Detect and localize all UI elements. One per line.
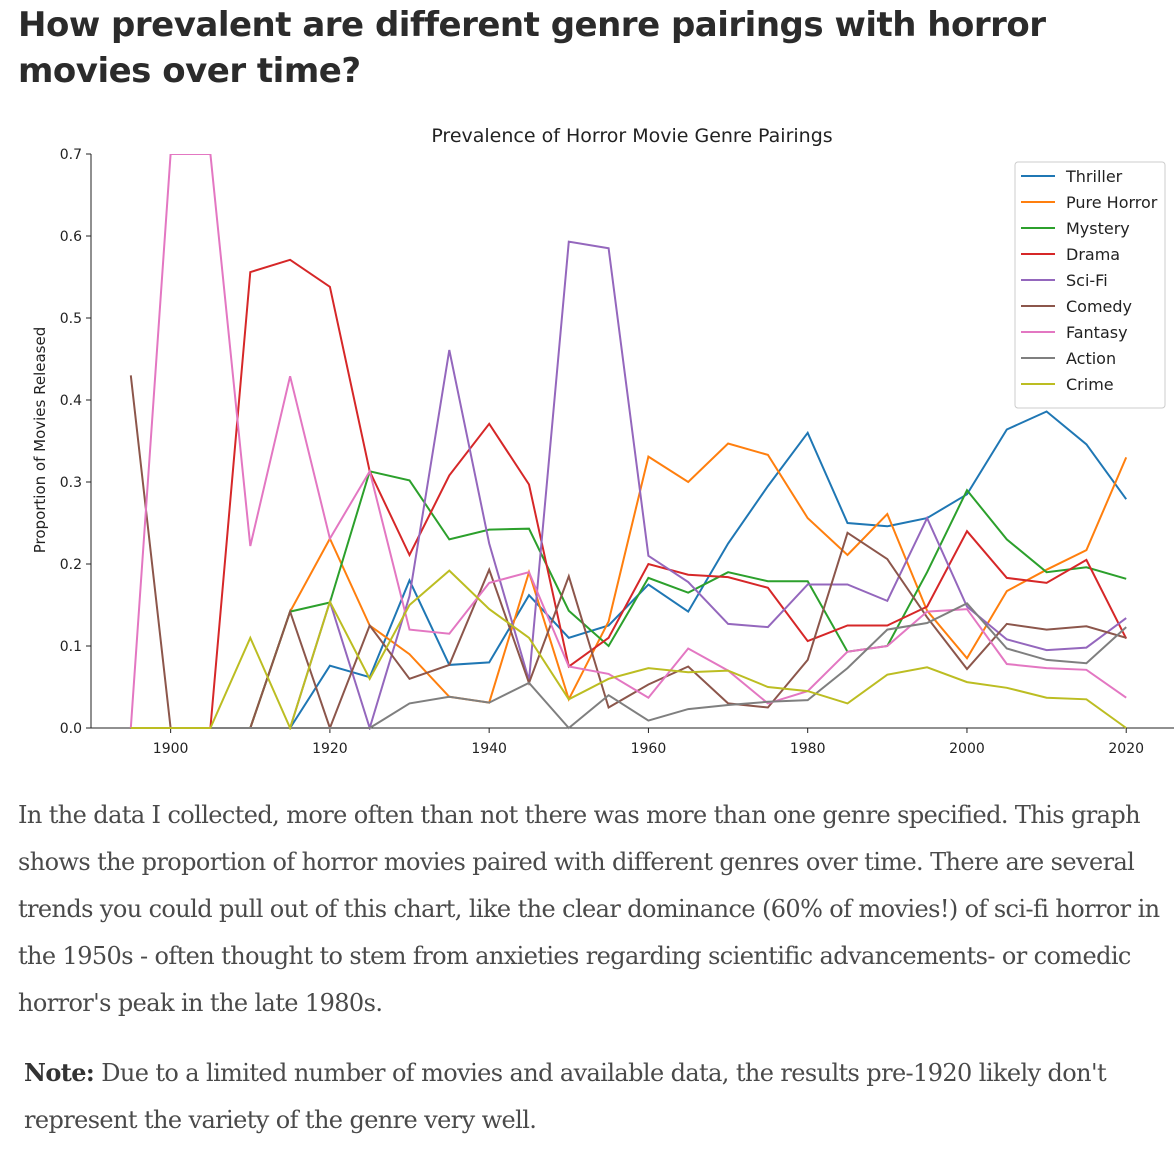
series-line-thriller	[130, 410, 1128, 729]
series-line-drama	[130, 258, 1128, 729]
x-tick-label: 1940	[471, 741, 507, 757]
line-chart: Prevalence of Horror Movie Genre Pairing…	[31, 125, 1174, 757]
legend-label-mystery: Mystery	[1066, 219, 1130, 238]
axes: 0.0 0.1 0.2 0.3 0.4 0.5 0.6 0.7 1900 1920 1940 1960…	[60, 147, 1174, 757]
note-label: Note:	[24, 1058, 95, 1087]
x-tick-label: 1980	[790, 741, 826, 757]
y-tick-label: 0.0	[60, 721, 82, 737]
series-lines	[129, 154, 1128, 730]
chart-title: Prevalence of Horror Movie Genre Pairing…	[431, 125, 832, 147]
series-line-sci-fi	[130, 240, 1127, 730]
x-tick-label: 1960	[631, 741, 667, 757]
series-line-comedy	[129, 375, 1127, 730]
legend-label-crime: Crime	[1066, 375, 1114, 394]
legend-label-sci-fi: Sci-Fi	[1066, 271, 1108, 290]
x-tick-label: 1900	[153, 741, 189, 757]
legend-box	[1014, 161, 1166, 409]
description-paragraph: In the data I collected, more often than…	[18, 801, 1160, 1017]
legend-label-thriller: Thriller	[1065, 167, 1123, 186]
legend-label-fantasy: Fantasy	[1066, 323, 1128, 342]
series-line-fantasy	[129, 154, 1127, 729]
legend-label-pure-horror: Pure Horror	[1066, 193, 1158, 212]
series-line-pure-horror	[130, 442, 1128, 729]
y-tick-label: 0.7	[60, 147, 82, 163]
y-axis-label: Proportion of Movies Released	[31, 327, 49, 554]
series-line-crime	[130, 569, 1127, 730]
legend: Thriller Pure Horror Mystery Drama Sci-Fi Com…	[1014, 161, 1166, 409]
series-line-mystery	[130, 470, 1127, 729]
note-text: Due to a limited number of movies and av…	[24, 1059, 1107, 1134]
page-title: How prevalent are different genre pairin…	[18, 5, 1046, 91]
legend-label-comedy: Comedy	[1066, 297, 1132, 316]
x-tick-label: 2020	[1108, 741, 1144, 757]
legend-label-action: Action	[1066, 349, 1116, 368]
note-paragraph: Note: Due to a limited number of movies …	[24, 1049, 1174, 1144]
y-tick-label: 0.4	[60, 393, 82, 409]
legend-label-drama: Drama	[1066, 245, 1120, 264]
y-tick-label: 0.2	[60, 557, 82, 573]
x-tick-label: 2000	[949, 741, 985, 757]
series-line-action	[130, 602, 1127, 730]
y-tick-label: 0.5	[60, 311, 82, 327]
x-tick-label: 1920	[312, 741, 348, 757]
y-tick-label: 0.6	[60, 229, 82, 245]
y-tick-label: 0.3	[60, 475, 82, 491]
y-tick-label: 0.1	[60, 639, 82, 655]
